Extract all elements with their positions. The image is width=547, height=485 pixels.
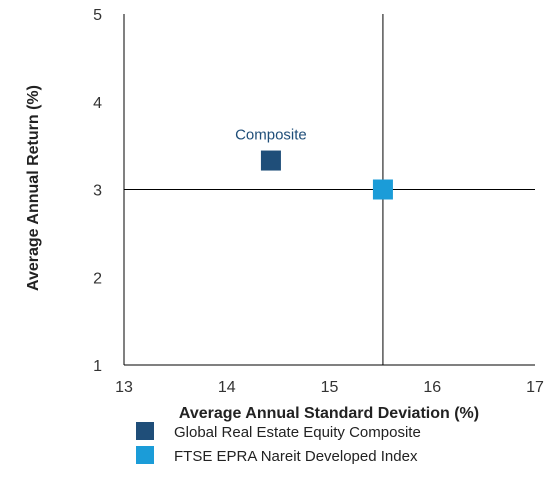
- x-tick-label: 17: [526, 379, 544, 396]
- data-point-index: [372, 179, 393, 200]
- y-axis-ticks: 1 2 3 4 5: [93, 7, 102, 375]
- y-axis-label: Average Annual Return (%): [25, 85, 42, 291]
- y-tick-label: 3: [93, 183, 102, 200]
- x-tick-label: 13: [115, 379, 133, 396]
- y-tick-label: 4: [93, 95, 102, 112]
- legend-entry-label: FTSE EPRA Nareit Developed Index: [174, 448, 418, 465]
- y-tick-label: 1: [93, 358, 102, 375]
- x-tick-label: 14: [218, 379, 236, 396]
- x-tick-label: 15: [321, 379, 339, 396]
- data-point-composite: [260, 150, 281, 171]
- y-tick-label: 2: [93, 270, 102, 287]
- x-axis-ticks: 13 14 15 16 17: [115, 379, 544, 396]
- x-tick-label: 16: [423, 379, 441, 396]
- y-tick-label: 5: [93, 7, 102, 24]
- x-axis-label: Average Annual Standard Deviation (%): [179, 405, 479, 422]
- legend-swatch: [136, 446, 154, 464]
- legend-swatch: [136, 422, 154, 440]
- legend: Global Real Estate Equity Composite FTSE …: [136, 422, 421, 465]
- annotation-label: Composite: [235, 127, 307, 144]
- data-points: [260, 150, 393, 200]
- reference-lines: [124, 14, 535, 365]
- annotations: Composite: [235, 127, 307, 144]
- legend-entry-label: Global Real Estate Equity Composite: [174, 424, 421, 441]
